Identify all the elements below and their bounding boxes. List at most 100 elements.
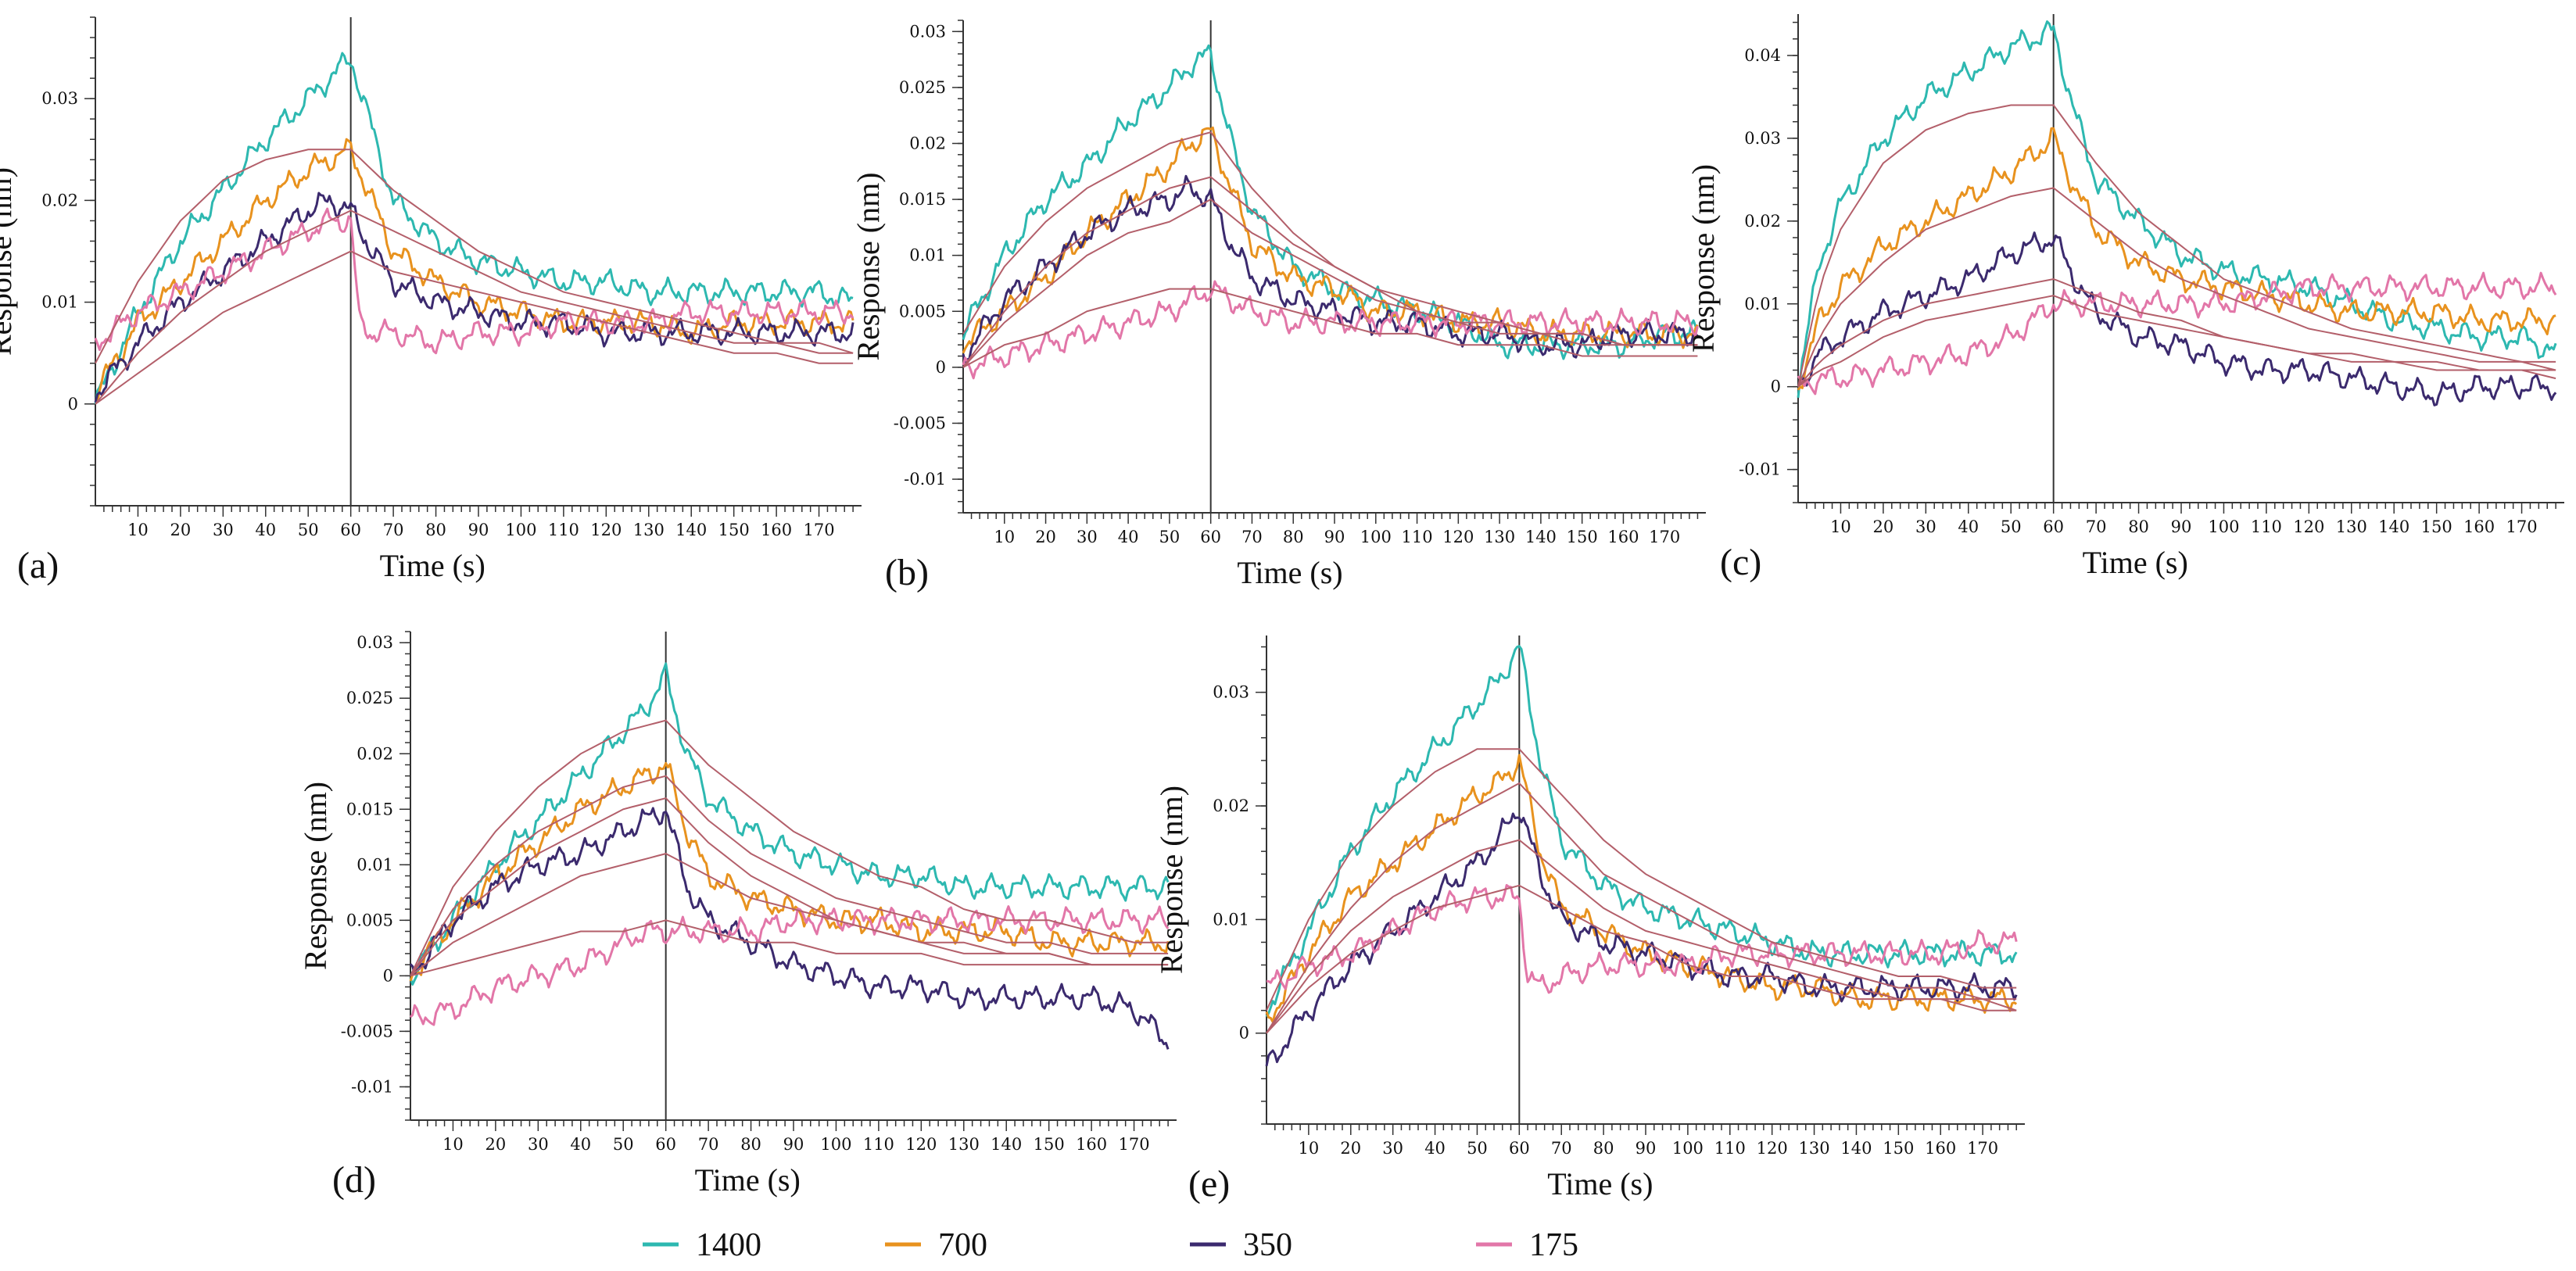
fit-curve-2	[1797, 187, 2556, 388]
x-tick-label: 30	[1382, 1139, 1403, 1158]
y-tick-label: 0.01	[356, 855, 393, 874]
x-tick-label: 80	[425, 521, 446, 539]
fit-curve-5	[410, 919, 1169, 977]
panel-a: 10 20 30 40 50 60 70 80 90 100 110 120 130 140 150 160 1…	[0, 16, 862, 586]
x-tick-label: 80	[740, 1135, 761, 1154]
series-350	[409, 807, 1170, 1050]
fit-curve-3	[1797, 277, 2556, 388]
x-tick-label: 140	[1840, 1139, 1872, 1158]
y-tick-label: 0.02	[909, 134, 946, 153]
x-tick-label: 140	[1525, 528, 1557, 546]
x-axis-title: Time (s)	[695, 1162, 801, 1198]
x-tick-label: 150	[1034, 1135, 1065, 1154]
x-tick-label: 170	[2506, 517, 2538, 536]
x-tick-label: 50	[1467, 1139, 1488, 1158]
x-tick-label: 80	[1593, 1139, 1614, 1158]
panel-e: 10 20 30 40 50 60 70 80 90 100 110 120 130 140 150 160 1…	[1154, 636, 2025, 1205]
x-tick-label: 110	[1714, 1139, 1746, 1158]
x-tick-label: 140	[2378, 517, 2409, 536]
x-tick-label: 90	[783, 1135, 804, 1154]
x-tick-label: 120	[1442, 528, 1474, 546]
x-tick-label: 100	[505, 521, 536, 539]
y-tick-label: 0.015	[346, 800, 393, 818]
x-axis-title: Time (s)	[1547, 1166, 1653, 1201]
fit-curve-1	[1797, 104, 2556, 387]
y-tick-label: 0.005	[899, 302, 946, 320]
fit-curve-2	[95, 209, 854, 405]
x-tick-label: 150	[718, 521, 750, 539]
x-tick-label: 120	[1757, 1139, 1788, 1158]
y-tick-label: 0	[68, 395, 78, 414]
x-tick-label: 120	[905, 1135, 937, 1154]
x-tick-label: 70	[698, 1135, 719, 1154]
x-tick-label: 150	[1567, 528, 1598, 546]
y-tick-label: -0.01	[1739, 460, 1781, 479]
y-tick-label: 0.03	[356, 633, 393, 652]
x-tick-label: 130	[1799, 1139, 1830, 1158]
x-tick-label: 110	[548, 521, 579, 539]
y-tick-label: 0.02	[1213, 797, 1249, 815]
series-700	[1797, 127, 2556, 391]
fit-curve-4	[410, 853, 1169, 977]
y-tick-label: 0.01	[41, 293, 78, 312]
x-tick-label: 30	[528, 1135, 549, 1154]
y-tick-label: 0	[1771, 378, 1781, 396]
series-350	[1265, 812, 2018, 1067]
y-tick-label: 0.01	[1744, 295, 1781, 313]
y-tick-label: 0.025	[346, 689, 393, 707]
y-tick-label: -0.01	[351, 1077, 393, 1096]
fit-curve-1	[95, 149, 854, 364]
series-700	[1265, 754, 2018, 1023]
x-tick-label: 130	[633, 521, 665, 539]
x-tick-label: 160	[761, 521, 792, 539]
x-tick-label: 40	[255, 521, 276, 539]
y-tick-label: -0.01	[904, 470, 946, 489]
x-tick-label: 40	[570, 1135, 591, 1154]
x-tick-label: 110	[2251, 517, 2282, 536]
fit-curve-3	[95, 250, 854, 405]
y-axis-title: Response (nm)	[1686, 164, 1721, 353]
y-tick-label: 0	[1239, 1024, 1249, 1043]
fit-curve-2	[410, 775, 1169, 976]
panel-label: (b)	[885, 552, 929, 593]
y-tick-label: 0.015	[899, 190, 946, 209]
y-tick-label: 0	[383, 966, 393, 985]
x-tick-label: 160	[1925, 1139, 1956, 1158]
x-tick-label: 70	[1551, 1139, 1572, 1158]
x-tick-label: 110	[863, 1135, 894, 1154]
fit-curve-1	[962, 131, 1698, 346]
x-tick-label: 130	[2336, 517, 2367, 536]
y-tick-label: 0.02	[41, 191, 78, 209]
x-tick-label: 60	[340, 521, 361, 539]
series-1400	[94, 52, 854, 405]
x-tick-label: 30	[1077, 528, 1098, 546]
x-tick-label: 120	[590, 521, 622, 539]
panel-label: (d)	[332, 1159, 376, 1201]
x-tick-label: 80	[2128, 517, 2149, 536]
x-tick-label: 140	[991, 1135, 1022, 1154]
series-175	[409, 905, 1170, 1026]
x-tick-label: 170	[1967, 1139, 1998, 1158]
fit-curve-3	[962, 198, 1698, 368]
x-tick-label: 60	[2043, 517, 2064, 536]
y-tick-label: 0.03	[1744, 129, 1781, 148]
x-tick-label: 10	[1830, 517, 1851, 536]
fit-curve-1	[410, 719, 1169, 976]
y-tick-label: 0.03	[1213, 683, 1249, 702]
fit-curve-4	[1266, 884, 2017, 1034]
x-tick-label: 110	[1402, 528, 1433, 546]
series-175	[1266, 883, 2018, 994]
y-axis-title: Response (nm)	[1154, 786, 1189, 974]
y-axis-title: Response (nm)	[851, 172, 886, 360]
y-tick-label: 0.02	[1744, 212, 1781, 231]
x-tick-label: 140	[675, 521, 707, 539]
x-tick-label: 150	[1883, 1139, 1914, 1158]
x-tick-label: 130	[948, 1135, 980, 1154]
x-tick-label: 50	[2001, 517, 2022, 536]
y-tick-label: -0.005	[341, 1022, 393, 1040]
panel-c: 10 20 30 40 50 60 70 80 90 100 110 120 130 140 150 160 1…	[1686, 14, 2564, 583]
series-1400	[409, 662, 1170, 986]
x-tick-label: 20	[1035, 528, 1056, 546]
fit-curve-4	[962, 288, 1698, 368]
